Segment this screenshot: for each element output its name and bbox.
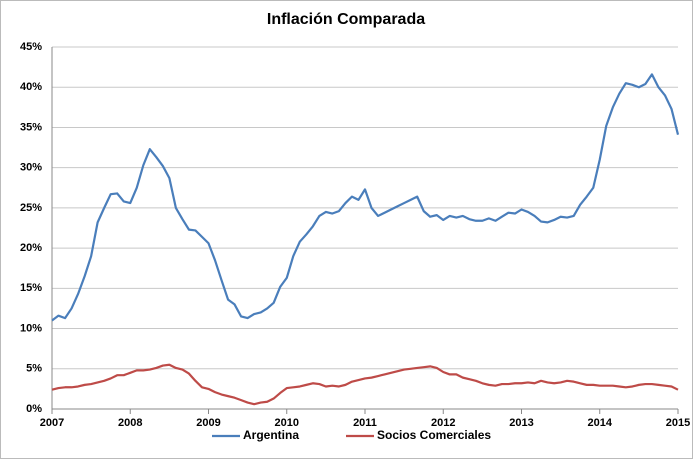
y-tick-label: 30% — [20, 162, 42, 174]
x-tick-label: 2013 — [509, 417, 533, 429]
y-tick-label: 0% — [26, 403, 42, 415]
y-tick-label: 10% — [20, 322, 42, 334]
series-line — [51, 73, 680, 322]
y-tick-label: 20% — [20, 242, 42, 254]
legend-label: Socios Comerciales — [377, 428, 491, 442]
x-tick-label: 2010 — [275, 417, 299, 429]
chart-title: Inflación Comparada — [267, 11, 425, 28]
y-tick-label: 45% — [20, 41, 42, 53]
x-tick-label: 2012 — [431, 417, 455, 429]
legend-label: Argentina — [243, 428, 299, 442]
y-tick-label: 40% — [20, 81, 42, 93]
y-tick-label: 35% — [20, 121, 42, 133]
x-tick-label: 2014 — [588, 417, 613, 429]
x-tick-label: 2009 — [196, 417, 220, 429]
y-tick-label: 25% — [20, 202, 42, 214]
x-tick-label: 2007 — [40, 417, 64, 429]
x-tick-label: 2011 — [353, 417, 377, 429]
x-tick-label: 2008 — [118, 417, 142, 429]
y-tick-label: 5% — [26, 363, 42, 375]
y-tick-label: 15% — [20, 282, 42, 294]
series-line — [51, 363, 679, 406]
x-tick-label: 2015 — [666, 417, 690, 429]
